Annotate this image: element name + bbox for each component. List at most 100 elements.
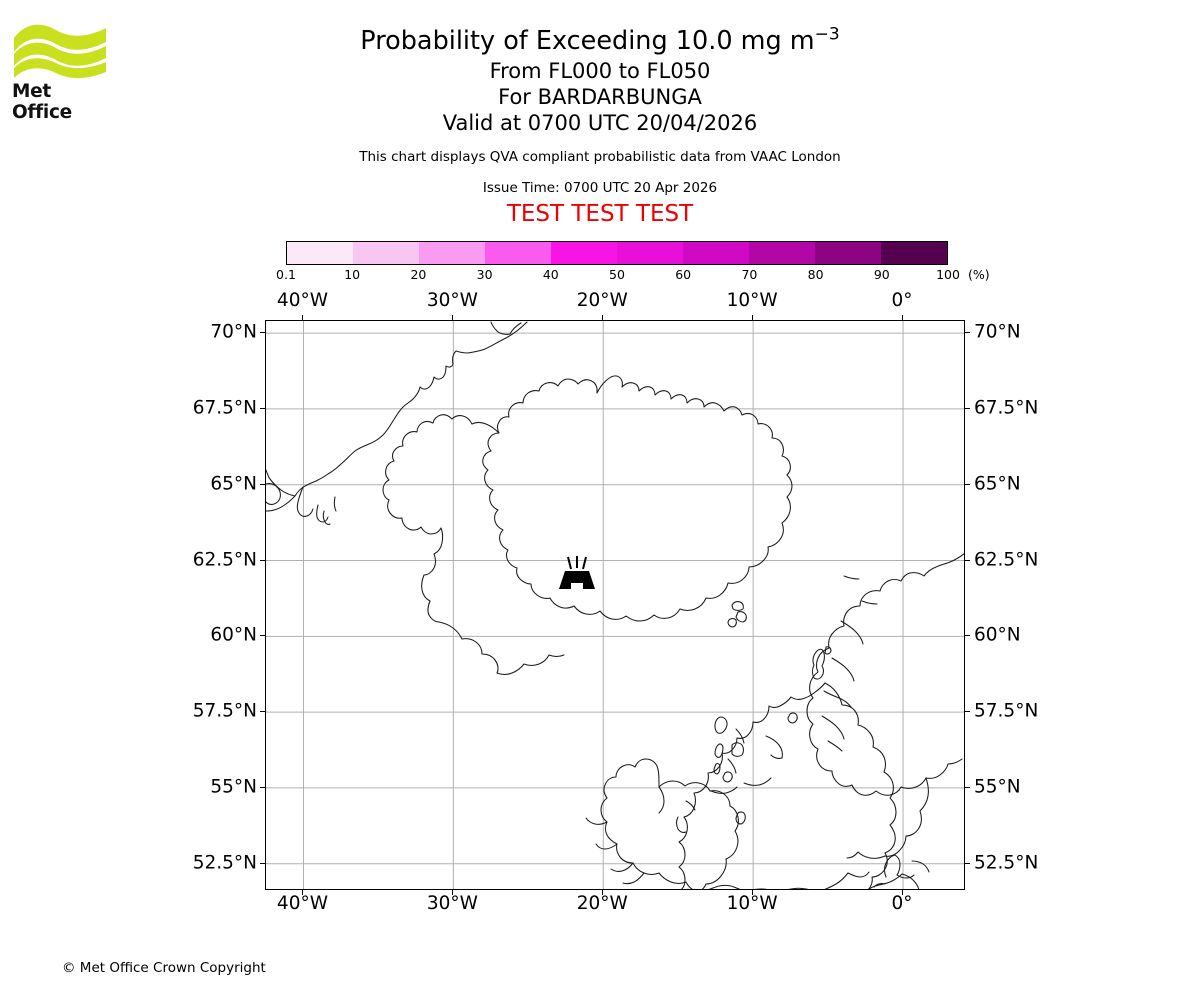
outer-hebrides-lewis xyxy=(714,716,728,734)
lat-label-left-5: 57.5°N xyxy=(192,700,257,722)
lat-label-left-1: 67.5°N xyxy=(192,397,257,419)
volcano-marker-icon xyxy=(559,556,595,589)
norway-west-coast xyxy=(806,553,964,796)
norway-lofoten-2 xyxy=(861,600,878,605)
scotland-west-coast xyxy=(678,682,826,889)
norway-skagerrak-coast xyxy=(846,851,886,859)
colorbar-band-0 xyxy=(287,242,353,264)
met-office-wave-icon xyxy=(14,24,106,79)
lon-label-top-4: 0° xyxy=(891,290,913,311)
colorbar-tick-50: 50 xyxy=(609,267,625,282)
chart-title-block: Probability of Exceeding 10.0 mg m−3 Fro… xyxy=(0,24,1200,227)
lat-tick-right-7 xyxy=(965,862,970,864)
lat-tick-left-6 xyxy=(260,786,265,788)
met-office-wordmark: Met Office xyxy=(12,81,72,123)
valid-time-line: Valid at 0700 UTC 20/04/2026 xyxy=(442,111,758,135)
colorbar-tick-40: 40 xyxy=(542,267,559,282)
page-title-text: Probability of Exceeding 10.0 mg m xyxy=(360,26,815,56)
lon-tick-top-0 xyxy=(302,315,304,320)
norway-fjord-4 xyxy=(821,715,845,740)
iceland-outline xyxy=(482,375,793,622)
lat-tick-right-0 xyxy=(965,332,970,334)
lon-tick-bottom-4 xyxy=(902,890,904,895)
colorbar: 0.1 10 20 30 40 50 60 70 80 90 100 xyxy=(276,241,960,282)
map-plot-area[interactable] xyxy=(265,320,965,890)
lon-tick-bottom-1 xyxy=(452,890,454,895)
lon-tick-bottom-3 xyxy=(752,890,754,895)
lat-tick-left-3 xyxy=(260,559,265,561)
lat-label-right-3: 62.5°N xyxy=(974,549,1039,571)
test-banner: TEST TEST TEST xyxy=(506,201,694,227)
map-canvas xyxy=(266,321,964,889)
lon-tick-top-1 xyxy=(452,315,454,320)
lat-tick-right-5 xyxy=(965,711,970,713)
colorbar-tick-90: 90 xyxy=(873,267,890,282)
met-office-logo: Met Office xyxy=(12,18,112,123)
page-title: Probability of Exceeding 10.0 mg m−3 xyxy=(0,24,1200,58)
lat-label-left-4: 60°N xyxy=(210,624,257,646)
lon-tick-top-3 xyxy=(752,315,754,320)
lat-tick-right-1 xyxy=(965,407,970,409)
lon-label-bottom-0: 40°W xyxy=(276,893,329,914)
colorbar-tick-60: 60 xyxy=(675,267,692,282)
lon-label-bottom-1: 30°W xyxy=(426,893,478,914)
lat-tick-right-6 xyxy=(965,786,970,788)
greenland-south-coast xyxy=(266,495,296,512)
lon-tick-top-2 xyxy=(602,315,604,320)
lon-label-top-1: 30°W xyxy=(426,290,478,311)
frisian-islands xyxy=(873,883,886,888)
colorbar-tick-30: 30 xyxy=(476,267,493,282)
firth-of-clyde xyxy=(710,786,738,794)
lat-tick-right-3 xyxy=(965,559,970,561)
greenland-fjord-b xyxy=(296,486,314,517)
colorbar-band-1 xyxy=(353,242,419,264)
norway-fjord-3 xyxy=(823,690,852,708)
isle-of-man xyxy=(735,811,746,825)
greenland-fjord-d xyxy=(333,496,337,512)
colorbar-band-5 xyxy=(617,242,683,264)
lon-tick-bottom-2 xyxy=(602,890,604,895)
lon-label-bottom-3: 10°W xyxy=(726,893,778,914)
greenland-east-coast xyxy=(266,321,528,497)
lat-tick-left-2 xyxy=(260,483,265,485)
ireland-west-bay-1 xyxy=(585,817,608,825)
colorbar-band-7 xyxy=(749,242,815,264)
norway-lofoten-1 xyxy=(843,575,860,580)
page-title-exponent: −3 xyxy=(814,24,840,45)
lat-label-left-0: 70°N xyxy=(210,321,257,343)
lon-label-bottom-4: 0° xyxy=(891,893,913,914)
england-east-coast xyxy=(824,682,897,889)
lat-label-right-2: 65°N xyxy=(974,473,1021,495)
colorbar-band-4 xyxy=(551,242,617,264)
copyright-footer: © Met Office Crown Copyright xyxy=(62,960,266,976)
lat-label-right-1: 67.5°N xyxy=(974,397,1039,419)
ireland-lough xyxy=(675,816,687,833)
issue-time: Issue Time: 0700 UTC 20 Apr 2026 xyxy=(482,180,718,196)
iceland-south-coast xyxy=(496,654,565,676)
moray-firth xyxy=(765,735,783,759)
map-gridlines xyxy=(266,321,964,889)
isle-of-mull xyxy=(722,771,733,783)
england-south-coast-east xyxy=(754,887,809,889)
lat-tick-left-1 xyxy=(260,407,265,409)
lon-label-top-0: 40°W xyxy=(276,290,329,311)
lat-label-right-5: 57.5°N xyxy=(974,700,1039,722)
qva-note: This chart displays QVA compliant probab… xyxy=(359,149,841,165)
ireland-outline xyxy=(600,758,739,889)
greenland-north-inlet xyxy=(490,321,522,335)
firth-of-forth xyxy=(743,777,772,786)
england-south-coast-west xyxy=(684,884,741,889)
colorbar-tick-70: 70 xyxy=(741,267,758,282)
iceland-southwest xyxy=(438,621,499,674)
lat-label-right-6: 55°N xyxy=(974,776,1021,798)
lat-label-left-7: 52.5°N xyxy=(192,852,257,874)
flight-level-line: From FL000 to FL050 xyxy=(489,59,711,83)
lon-label-top-2: 20°W xyxy=(576,290,628,311)
iceland-snaefellsnes xyxy=(423,527,444,576)
lat-label-right-7: 52.5°N xyxy=(974,852,1039,874)
colorbar-tick-labels: 0.1 10 20 30 40 50 60 70 80 90 100 xyxy=(276,267,960,283)
greenland-fjord-c xyxy=(316,504,329,523)
colorbar-tick-80: 80 xyxy=(807,267,824,282)
england-southeast-kent xyxy=(824,871,870,889)
faroe-island-3 xyxy=(727,617,737,628)
